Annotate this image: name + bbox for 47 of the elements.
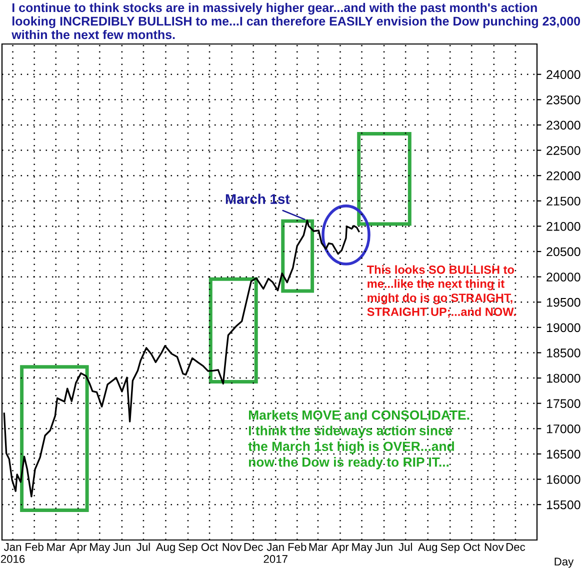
x-tick-label: Mar [309,543,328,551]
annotation: Markets MOVE and CONSOLIDATE. I think the sideways action since the March 1st high is OVER...and now the Dow is ready to RIP IT... [248,410,470,470]
x-axis-title: Day [554,558,574,568]
x-tick-label: Dec [506,543,526,551]
y-tick-label: 22000 [546,171,580,180]
x-tick-label: Feb [288,542,306,551]
x-tick-label: Jun [375,543,392,551]
x-tick-label: Feb [26,542,44,551]
x-tick-label: Sep [178,543,198,554]
y-tick-label: 19000 [546,323,580,332]
y-tick-label: 17000 [546,424,580,434]
x-tick-label: Sep [440,543,460,554]
y-tick-label: 16000 [546,475,580,484]
x-tick-label: Mar [47,543,66,551]
y-tick-label: 21000 [546,222,580,231]
x-tick-label: May [352,543,372,554]
x-tick-label: Nov [222,543,242,551]
y-tick-label: 15500 [546,500,580,510]
x-tick-label: Aug [418,543,438,554]
y-tick-label: 18000 [546,374,580,383]
x-tick-label: Jan 2016 [0,543,25,563]
x-tick-label: Aug [156,543,175,554]
x-tick-label: Jan 2017 [264,543,288,563]
y-tick-label: 23500 [546,95,580,104]
x-tick-label: Oct [464,543,480,551]
y-tick-label: 20500 [546,247,580,256]
y-tick-label: 16500 [546,450,580,459]
annotation: March 1st [226,194,290,204]
y-tick-label: 20000 [546,272,580,282]
x-tick-label: Jun [113,543,130,551]
y-tick-label: 24000 [546,70,580,80]
x-tick-label: May [90,543,110,554]
x-tick-label: Apr [70,543,87,554]
x-tick-label: Apr [332,543,349,554]
y-tick-label: 17500 [546,399,580,408]
y-tick-label: 22500 [546,146,580,155]
x-tick-label: Jul [136,542,150,551]
chart-title: I continue to think stocks are in massively higher gear...and with the past month's action looking INCREDIBLY BULLISH to me...I can therefore EASILY envision the Dow punching 23,000 within the next few months. [12,2,580,40]
x-tick-label: Nov [484,543,504,551]
x-tick-label: Dec [244,543,263,551]
y-tick-label: 18500 [546,348,580,358]
x-tick-label: Jul [398,542,412,551]
y-tick-label: 23000 [546,120,580,130]
y-tick-label: 21500 [546,196,580,206]
annotation: This looks SO BULLISH to me...like the next thing it might do is go STRAIGHT, STRAIGHT UP;...and NOW. [367,265,516,318]
x-tick-label: Oct [201,543,218,551]
y-tick-label: 19500 [546,298,580,307]
